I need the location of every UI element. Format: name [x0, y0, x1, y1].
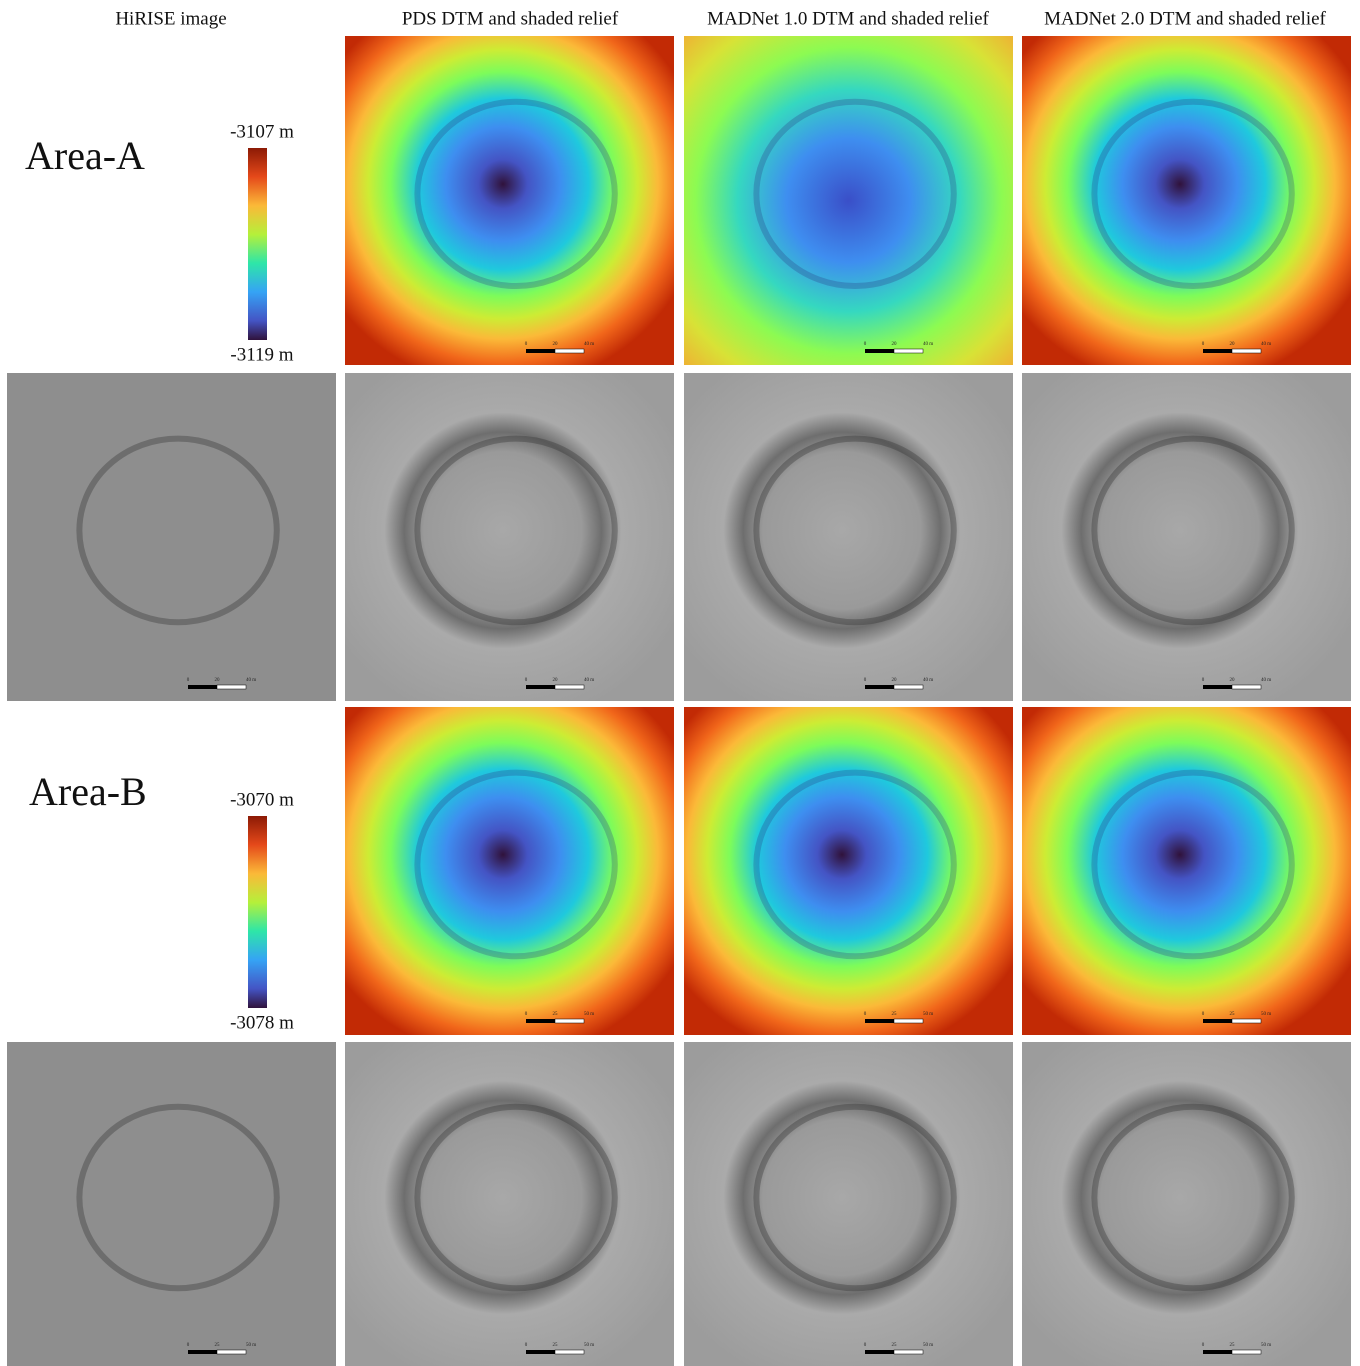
scale-bar-white: [1232, 1350, 1261, 1354]
scale-bar-black: [526, 1019, 555, 1023]
shaded-relief-panel: [684, 373, 1013, 701]
scale-bar-label: 25: [1230, 1343, 1236, 1348]
scale-bar-white: [1232, 1019, 1261, 1023]
scale-bar-white: [555, 685, 584, 689]
scale-bar-black: [526, 1350, 555, 1354]
shaded-relief-panel: [7, 1042, 336, 1366]
shaded-relief-panel: [1022, 373, 1351, 701]
scale-bar-white: [894, 685, 923, 689]
colorbar-min-label: -3078 m: [230, 1012, 294, 1033]
scale-bar-label: 50 m: [246, 1343, 256, 1348]
scale-bar-label: 20: [1230, 342, 1236, 347]
scale-bar-black: [188, 685, 217, 689]
scale-bar-white: [217, 1350, 246, 1354]
scale-bar-label: 20: [1230, 678, 1236, 683]
scale-bar-black: [526, 685, 555, 689]
scale-bar-label: 50 m: [584, 1343, 594, 1348]
scale-bar-label: 50 m: [584, 1012, 594, 1017]
shaded-relief-panel: [7, 373, 336, 701]
area-label: Area-B: [29, 769, 147, 814]
scale-bar-label: 40 m: [923, 342, 933, 347]
scale-bar-black: [1203, 349, 1232, 353]
scale-bar-label: 50 m: [1261, 1343, 1271, 1348]
colorbar-max-label: -3107 m: [230, 121, 294, 142]
scale-bar-label: 20: [892, 342, 898, 347]
scale-bar-black: [1203, 1350, 1232, 1354]
colorbar-max-label: -3070 m: [230, 789, 294, 810]
scale-bar-white: [555, 349, 584, 353]
scale-bar-white: [555, 1019, 584, 1023]
dtm-panel: [684, 707, 1013, 1035]
scale-bar-label: 25: [553, 1343, 559, 1348]
scale-bar-label: 40 m: [1261, 678, 1271, 683]
scale-bar-black: [865, 1019, 894, 1023]
dtm-panel: [684, 36, 1013, 365]
scale-bar-label: 25: [892, 1343, 898, 1348]
shaded-relief-panel: [345, 1042, 674, 1366]
scale-bar-label: 50 m: [923, 1012, 933, 1017]
scale-bar-black: [526, 349, 555, 353]
scale-bar-label: 25: [892, 1012, 898, 1017]
figure: HiRISE image PDS DTM and shaded relief MAD…: [0, 0, 1360, 1366]
scale-bar-label: 25: [1230, 1012, 1236, 1017]
scale-bar-white: [894, 349, 923, 353]
column-header: PDS DTM and shaded relief: [402, 8, 619, 29]
scale-bar-label: 40 m: [584, 678, 594, 683]
shaded-relief-panel: [345, 373, 674, 701]
scale-bar-label: 25: [215, 1343, 221, 1348]
scale-bar-black: [865, 1350, 894, 1354]
colorbar: [248, 148, 267, 340]
scale-bar-white: [1232, 349, 1261, 353]
scale-bar-label: 20: [892, 678, 898, 683]
colorbar: [248, 816, 267, 1008]
scale-bar-label: 40 m: [584, 342, 594, 347]
scale-bar-white: [217, 685, 246, 689]
dtm-panel: [1022, 707, 1351, 1035]
shaded-relief-panel: [684, 1042, 1013, 1366]
scale-bar-label: 20: [215, 678, 221, 683]
area-label: Area-A: [25, 133, 145, 178]
scale-bar-black: [1203, 1019, 1232, 1023]
scale-bar-black: [188, 1350, 217, 1354]
colorbar-min-label: -3119 m: [230, 344, 293, 365]
column-header: MADNet 2.0 DTM and shaded relief: [1044, 8, 1326, 29]
dtm-panel: [345, 36, 674, 365]
scale-bar-white: [555, 1350, 584, 1354]
shaded-relief-panel: [1022, 1042, 1351, 1366]
scale-bar-white: [894, 1019, 923, 1023]
scale-bar-label: 50 m: [923, 1343, 933, 1348]
scale-bar-black: [865, 349, 894, 353]
scale-bar-label: 20: [553, 678, 559, 683]
scale-bar-label: 40 m: [1261, 342, 1271, 347]
scale-bar-white: [1232, 685, 1261, 689]
column-header: MADNet 1.0 DTM and shaded relief: [707, 8, 989, 29]
scale-bar-black: [1203, 685, 1232, 689]
scale-bar-label: 40 m: [246, 678, 256, 683]
column-header: HiRISE image: [115, 8, 226, 29]
scale-bar-label: 25: [553, 1012, 559, 1017]
dtm-panel: [1022, 36, 1351, 365]
scale-bar-black: [865, 685, 894, 689]
scale-bar-label: 20: [553, 342, 559, 347]
scale-bar-label: 40 m: [923, 678, 933, 683]
scale-bar-label: 50 m: [1261, 1012, 1271, 1017]
scale-bar-white: [894, 1350, 923, 1354]
dtm-panel: [345, 707, 674, 1035]
